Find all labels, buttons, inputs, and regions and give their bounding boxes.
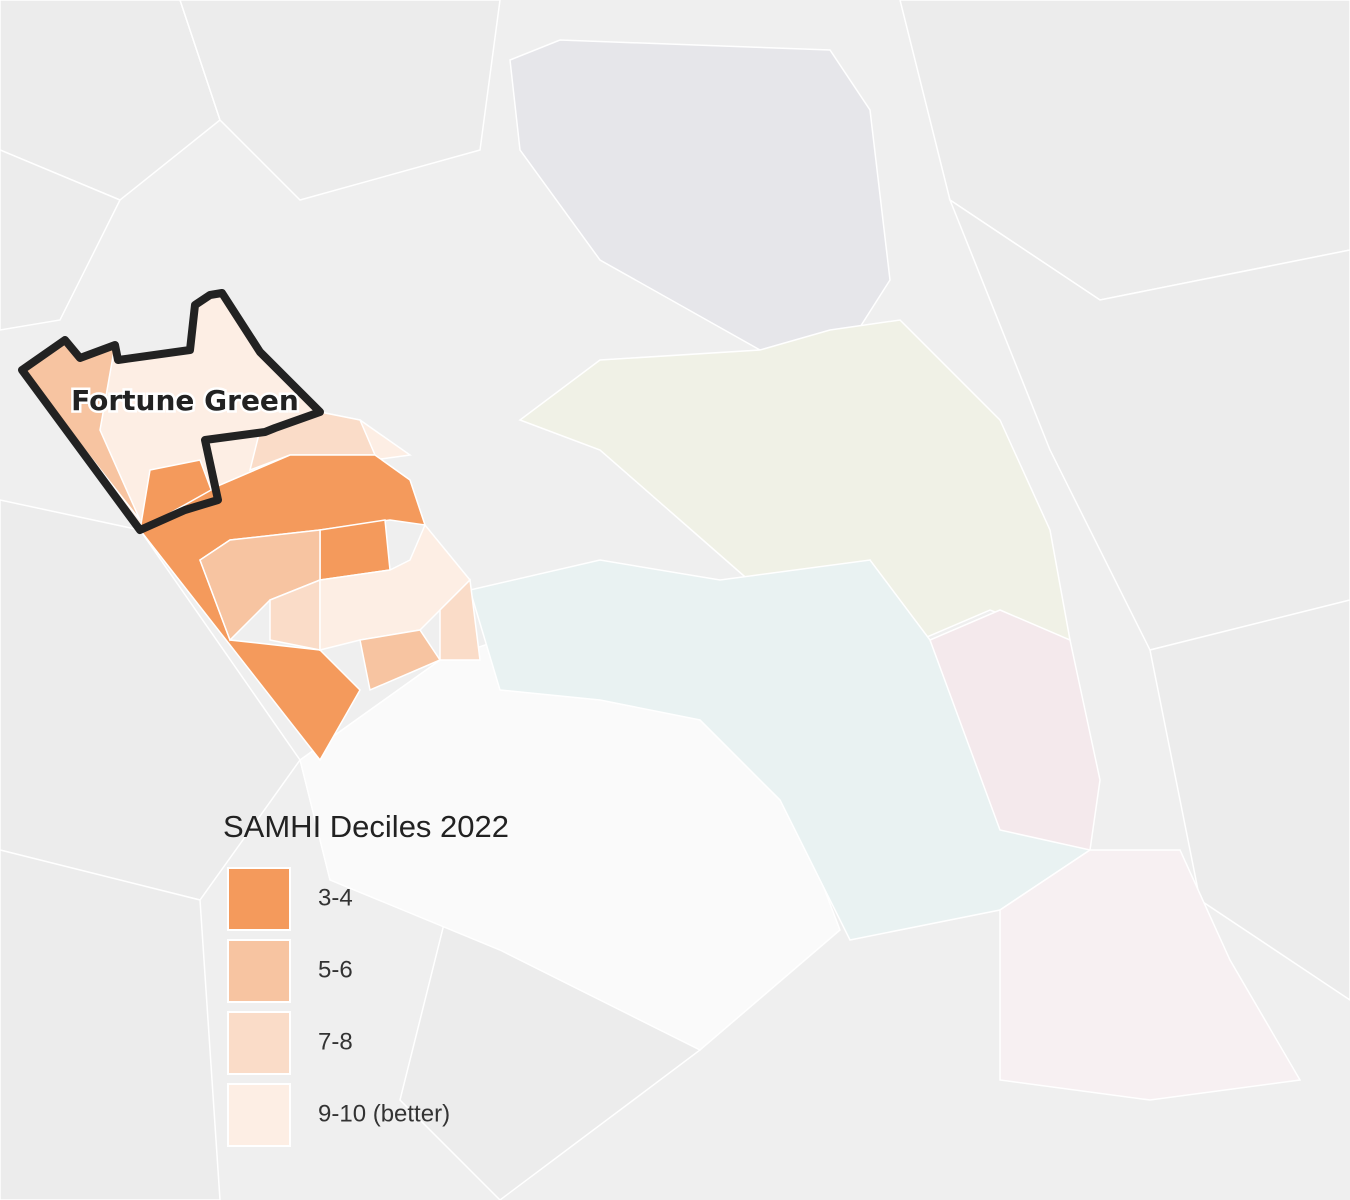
- legend-swatch: [227, 867, 291, 931]
- decile-areas: [20, 292, 481, 762]
- legend-label: 3-4: [318, 884, 353, 911]
- legend-swatch: [227, 1083, 291, 1147]
- legend-swatch: [227, 939, 291, 1003]
- area-label: Fortune Green: [71, 384, 299, 417]
- decile-area: [359, 629, 442, 692]
- decile-area: [439, 578, 481, 661]
- legend-label: 5-6: [318, 956, 353, 983]
- legend: SAMHI Deciles 2022 3-4 5-6 7-8 9-10 (better…: [223, 809, 509, 1147]
- legend-label: 7-8: [318, 1028, 353, 1055]
- central-areas: [299, 39, 1302, 1101]
- legend-swatch: [227, 1011, 291, 1075]
- legend-label: 9-10 (better): [318, 1100, 450, 1127]
- area-outline: [18, 289, 324, 534]
- legend-title: SAMHI Deciles 2022: [223, 809, 509, 844]
